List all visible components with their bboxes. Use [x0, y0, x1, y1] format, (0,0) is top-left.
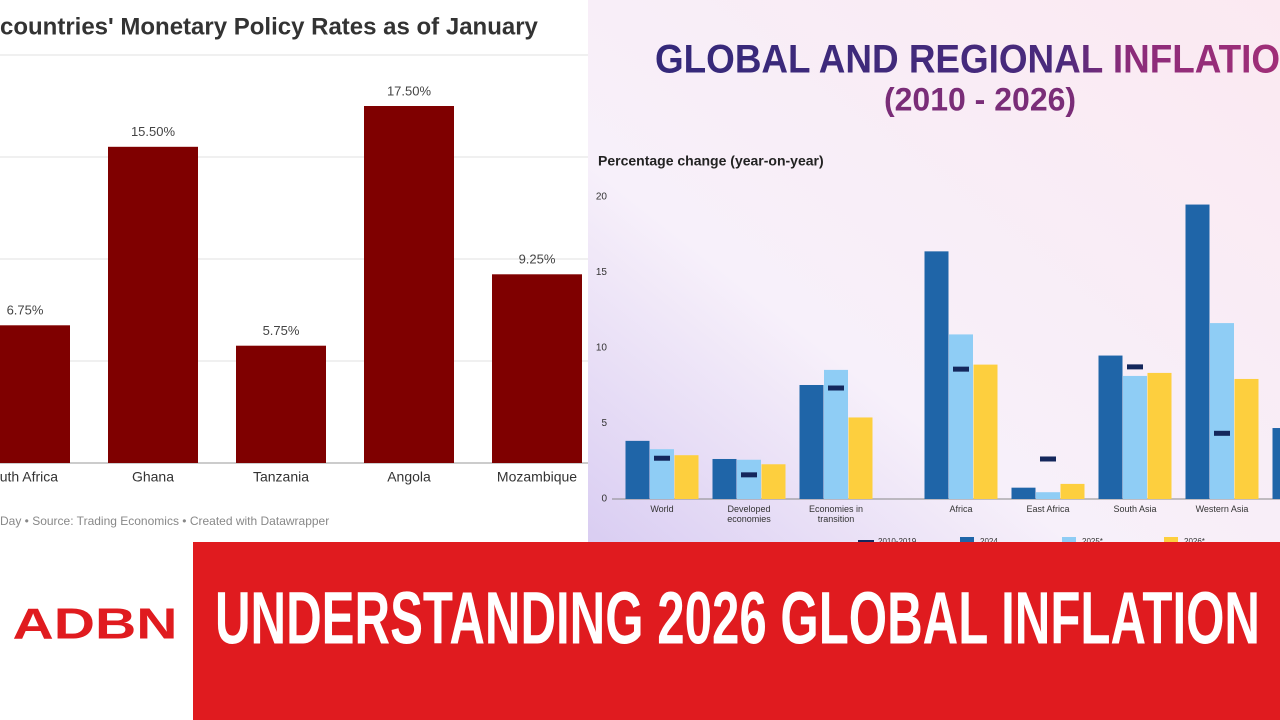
- bar: [848, 417, 873, 499]
- marker: [828, 385, 844, 391]
- x-tick-label: Lati: [1269, 504, 1280, 514]
- x-tick-label-box: South Asia: [1113, 504, 1157, 514]
- x-tick-label-box: East Africa: [1026, 504, 1070, 514]
- bar: [1272, 428, 1280, 499]
- x-tick-label: World: [650, 504, 674, 514]
- bar: [949, 334, 973, 499]
- bar: [1185, 204, 1210, 500]
- x-tick-label: outh Africa: [0, 469, 58, 485]
- x-tick-label: Africa: [949, 504, 973, 514]
- x-tick-label: Ghana: [132, 469, 174, 485]
- legend-label: 2024: [980, 537, 998, 546]
- x-tick-label-box: Western Asia: [1195, 504, 1249, 514]
- logo: ADBN: [13, 600, 178, 649]
- bar: [824, 369, 848, 499]
- legend-swatch: [858, 540, 874, 543]
- x-tick-label: South Asia: [1113, 504, 1157, 514]
- x-tick-label-box: Economies in transition: [808, 504, 864, 524]
- logo-box: [0, 542, 193, 720]
- legend-swatch: [1062, 537, 1076, 545]
- bar: [1060, 483, 1085, 499]
- chart-title: countries' Monetary Policy Rates as of J…: [0, 13, 539, 40]
- bar: [625, 440, 650, 499]
- bar: [236, 345, 326, 463]
- bar: [1123, 375, 1147, 499]
- y-tick-label: 0: [601, 494, 607, 505]
- y-tick-label: 10: [596, 343, 608, 354]
- bar: [761, 464, 786, 499]
- legend-label: 2010-2019: [878, 537, 917, 546]
- banner-bg: [193, 542, 1280, 720]
- bar: [1147, 372, 1172, 499]
- x-tick-label: Angola: [387, 469, 431, 485]
- marker: [654, 455, 670, 461]
- bar: [799, 384, 824, 499]
- value-label: 9.25%: [519, 252, 556, 267]
- marker: [1214, 430, 1230, 436]
- footnote: Day • Source: Trading Economics • Create…: [0, 514, 329, 528]
- bar: [364, 106, 454, 463]
- legend-swatch: [1164, 537, 1178, 545]
- x-tick-label: Western Asia: [1195, 504, 1249, 514]
- bar: [712, 458, 737, 499]
- chart-title: GLOBAL AND REGIONAL INFLATIO: [655, 38, 1280, 82]
- marker: [953, 366, 969, 372]
- value-label: 5.75%: [263, 323, 300, 338]
- bar: [1011, 487, 1036, 499]
- y-tick-label: 15: [596, 267, 608, 278]
- bar: [1210, 323, 1234, 499]
- bar: [0, 325, 70, 463]
- value-label: 17.50%: [387, 83, 432, 98]
- bar: [1098, 355, 1123, 499]
- value-label: 6.75%: [7, 303, 44, 318]
- legend-label: 2025*: [1082, 537, 1103, 546]
- x-tick-label: Developed economies: [727, 504, 771, 524]
- x-tick-label-box: Lati: [1269, 504, 1280, 534]
- marker: [741, 472, 757, 478]
- bar: [1036, 492, 1060, 499]
- chart-subtitle: (2010 - 2026): [884, 81, 1076, 117]
- x-tick-label: Mozambique: [497, 469, 577, 485]
- marker: [1040, 456, 1056, 462]
- bar: [108, 146, 198, 464]
- headline: UNDERSTANDING 2026 GLOBAL INFLATION: [215, 577, 1260, 660]
- y-tick-label: 20: [596, 192, 608, 203]
- inflation-chart: GLOBAL AND REGIONAL INFLATIO (2010 - 202…: [596, 38, 1280, 546]
- bar: [924, 251, 949, 499]
- x-tick-label: East Africa: [1026, 504, 1070, 514]
- value-label: 15.50%: [131, 124, 176, 139]
- legend-swatch: [960, 537, 974, 545]
- y-tick-label: 5: [601, 418, 607, 429]
- x-tick-label-box: Africa: [949, 504, 973, 514]
- bar: [1234, 378, 1259, 499]
- marker: [1127, 364, 1143, 370]
- y-axis-label: Percentage change (year-on-year): [598, 153, 824, 169]
- banner: ADBN UNDERSTANDING 2026 GLOBAL INFLATION: [0, 542, 1280, 720]
- legend-label: 2026*: [1184, 537, 1205, 546]
- bar: [492, 274, 582, 463]
- x-tick-label: Tanzania: [253, 469, 309, 485]
- bar: [973, 364, 998, 499]
- x-tick-label-box: World: [650, 504, 674, 514]
- bar: [674, 455, 699, 499]
- x-tick-label: Economies in transition: [808, 504, 864, 524]
- x-tick-label-box: Developed economies: [727, 504, 771, 524]
- policy-rate-chart: countries' Monetary Policy Rates as of J…: [0, 13, 588, 528]
- bar: [737, 459, 761, 499]
